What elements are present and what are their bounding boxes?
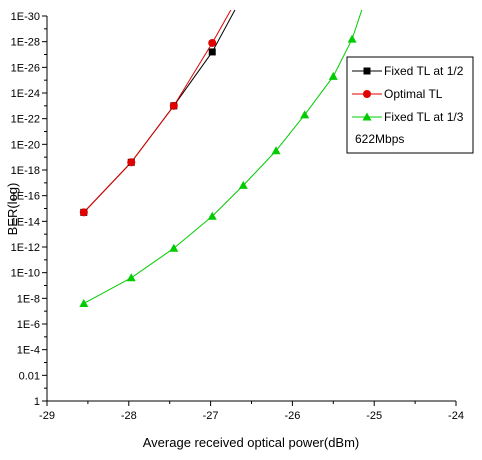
data-point (169, 101, 178, 110)
data-point (79, 208, 88, 217)
y-ticks: 1 0.01 1E-4 1E-6 1E-8 1E-10 1E-12 1E-14 1E-16 1E-… (11, 11, 47, 408)
legend-marker (363, 90, 371, 98)
legend-marker (362, 112, 372, 121)
legend: Fixed TL at 1/2 Optimal TL Fixed TL at 1/3… (346, 56, 474, 154)
data-point (271, 146, 281, 155)
x-ticks: -29 -28 -27 -26 -25 -24 (39, 401, 464, 422)
y-tick-label: 1E-14 (11, 216, 40, 228)
data-point (127, 158, 136, 167)
x-tick-label: -26 (284, 410, 300, 422)
y-tick-label: 1E-18 (11, 165, 40, 177)
x-tick-label: -24 (448, 410, 464, 422)
x-tick-label: -29 (39, 410, 55, 422)
y-tick-label: 1E-30 (11, 11, 40, 23)
y-tick-label: 1E-6 (17, 319, 40, 331)
legend-note: 622Mbps (355, 132, 404, 146)
data-point (208, 38, 217, 47)
y-axis-title: BER(log) (5, 183, 20, 236)
series-line-1 (83, 10, 232, 213)
y-tick-label: 1E-12 (11, 242, 40, 254)
data-point (238, 180, 248, 189)
legend-marker (363, 67, 371, 75)
y-tick-label: 1E-24 (11, 88, 40, 100)
y-tick-label: 1E-20 (11, 139, 40, 151)
y-tick-label: 1E-26 (11, 62, 40, 74)
y-tick-label: 1E-22 (11, 114, 40, 126)
y-tick-label: 1E-16 (11, 191, 40, 203)
data-point (126, 273, 136, 282)
legend-label: Fixed TL at 1/3 (384, 110, 464, 124)
data-point (169, 243, 179, 252)
y-tick-label: 1 (34, 396, 40, 408)
legend-label: Optimal TL (384, 87, 443, 101)
x-axis-title: Average received optical power(dBm) (143, 435, 360, 450)
data-point (79, 298, 89, 307)
data-point (300, 110, 310, 119)
series-line-2 (83, 10, 363, 304)
y-tick-label: 1E-8 (17, 293, 40, 305)
x-tick-label: -25 (366, 410, 382, 422)
marker-layer (79, 34, 357, 307)
y-tick-label: 0.01 (19, 370, 40, 382)
x-tick-label: -27 (203, 410, 219, 422)
y-tick-label: 1E-28 (11, 37, 40, 49)
y-tick-label: 1E-4 (17, 345, 40, 357)
series-layer (83, 10, 363, 304)
x-tick-label: -28 (121, 410, 137, 422)
data-point (347, 34, 357, 43)
data-point (328, 71, 338, 80)
y-tick-label: 1E-10 (11, 268, 40, 280)
data-point (207, 211, 217, 220)
data-point (208, 48, 216, 56)
legend-label: Fixed TL at 1/2 (384, 64, 464, 78)
